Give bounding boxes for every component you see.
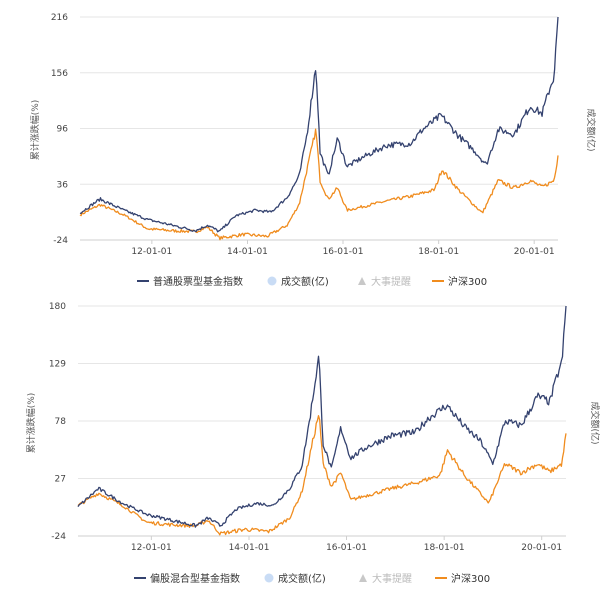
legend-item-fund[interactable]: 偏股混合型基金指数 — [134, 572, 240, 585]
right-axis-label: 成交额(亿) — [585, 108, 597, 151]
legend-hs300-label: 沪深300 — [448, 275, 487, 288]
legend-item-hs300[interactable]: 沪深300 — [435, 572, 490, 585]
legend-volume-label: 成交额(亿) — [281, 275, 329, 288]
y-tick-label: 129 — [49, 360, 66, 370]
legend-item-events[interactable]: 大事提醒 — [359, 572, 412, 585]
series-line-hs300 — [77, 415, 567, 536]
y-tick-label: 216 — [51, 13, 68, 23]
legend: 普通股票型基金指数 成交额(亿) 大事提醒 沪深300 — [137, 275, 487, 288]
x-tick-label: 16-01-01 — [326, 543, 367, 553]
legend: 偏股混合型基金指数 成交额(亿) 大事提醒 沪深300 — [134, 572, 490, 585]
legend-events-triangle-icon — [358, 277, 366, 285]
legend-volume-circle-icon — [267, 276, 277, 286]
legend-fund-label: 普通股票型基金指数 — [153, 275, 243, 288]
series-line-hs300 — [79, 128, 559, 241]
chart-fund-index-hybrid: -24 27 78 129 180 12-01-01 14-01-01 16-01-01 18… — [25, 302, 601, 585]
y-tick-label: 36 — [57, 180, 69, 190]
legend-events-label: 大事提醒 — [372, 572, 412, 585]
x-tick-label: 16-01-01 — [323, 247, 364, 257]
x-tick-label: 20-01-01 — [521, 543, 562, 553]
y-tick-label: 27 — [55, 475, 66, 485]
y-tick-label: 180 — [49, 302, 66, 312]
x-tick-label: 12-01-01 — [131, 543, 172, 553]
y-tick-label: 96 — [57, 125, 69, 135]
x-tick-label: 14-01-01 — [227, 247, 268, 257]
legend-item-volume[interactable]: 成交额(亿) — [267, 275, 329, 288]
series-lines — [77, 305, 567, 536]
legend-events-label: 大事提醒 — [371, 275, 411, 288]
y-ticks: -24 36 96 156 216 — [51, 13, 68, 246]
y-tick-label: 156 — [51, 69, 68, 79]
series-line-fund — [77, 305, 567, 528]
chart-fund-index-stock: -24 36 96 156 216 12-01-01 14-01-01 16-01-01 18… — [29, 13, 597, 288]
y-axis-label: 累计涨跌幅(%) — [29, 100, 41, 161]
x-tick-label: 20-01-01 — [514, 247, 555, 257]
legend-item-events[interactable]: 大事提醒 — [358, 275, 411, 288]
series-lines — [79, 16, 559, 241]
y-tick-label: 78 — [55, 417, 67, 427]
series-line-fund — [79, 16, 559, 233]
legend-fund-label: 偏股混合型基金指数 — [150, 572, 240, 585]
x-tick-label: 14-01-01 — [229, 543, 270, 553]
legend-item-fund[interactable]: 普通股票型基金指数 — [137, 275, 243, 288]
y-axis-label: 累计涨跌幅(%) — [25, 393, 37, 454]
legend-item-hs300[interactable]: 沪深300 — [432, 275, 487, 288]
legend-volume-circle-icon — [264, 573, 274, 583]
y-tick-label: -24 — [53, 236, 68, 246]
legend-item-volume[interactable]: 成交额(亿) — [264, 572, 326, 585]
x-tick-label: 18-01-01 — [424, 543, 465, 553]
x-tick-label: 18-01-01 — [418, 247, 459, 257]
x-tick-label: 12-01-01 — [131, 247, 172, 257]
x-ticks: 12-01-01 14-01-01 16-01-01 18-01-01 20-01-01 — [131, 536, 562, 553]
legend-hs300-label: 沪深300 — [451, 572, 490, 585]
right-axis-label: 成交额(亿) — [589, 401, 601, 444]
legend-events-triangle-icon — [359, 574, 367, 582]
y-tick-label: -24 — [51, 532, 66, 542]
legend-volume-label: 成交额(亿) — [278, 572, 326, 585]
y-ticks: -24 27 78 129 180 — [49, 302, 66, 542]
x-ticks: 12-01-01 14-01-01 16-01-01 18-01-01 20-01-01 — [131, 240, 555, 257]
